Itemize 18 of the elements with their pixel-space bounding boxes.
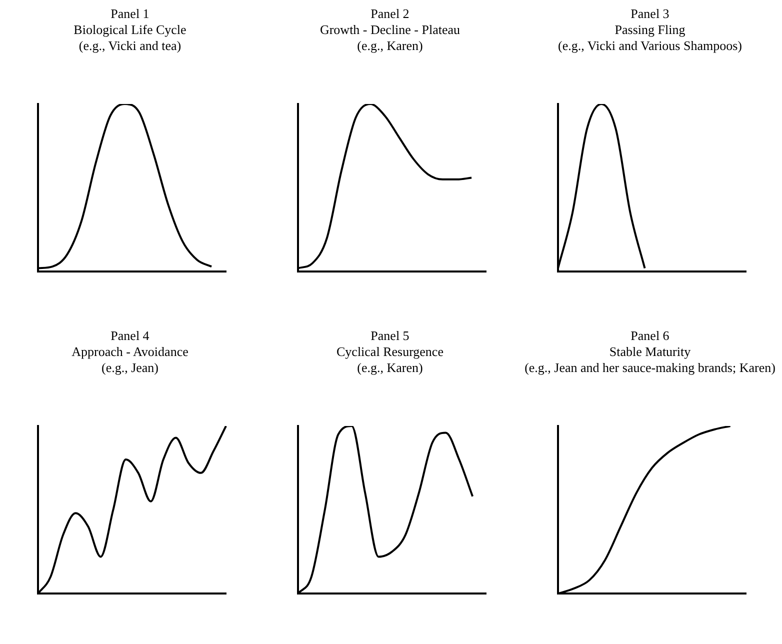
text: (e.g., Vicki and Various Shampoos) — [557, 38, 743, 54]
chart-title: Panel 6 — [630, 328, 670, 344]
text: (e.g., Karen) — [356, 38, 424, 54]
text: (e.g., Vicki and tea) — [78, 38, 182, 54]
chart-title: Panel 2 — [370, 6, 410, 22]
text: (e.g., Jean) — [100, 360, 160, 376]
chart-title: Panel 1 — [110, 6, 150, 22]
chart-subtitle: Biological Life Cycle — [72, 22, 188, 38]
chart-subtitle: Approach - Avoidance — [70, 344, 190, 360]
chart-subtitle: Cyclical Resurgence — [336, 344, 444, 360]
chart-subtitle: Growth - Decline - Plateau — [318, 22, 462, 38]
chart-subtitle: Passing Fling — [614, 22, 686, 38]
chart-subtitle: Stable Maturity — [608, 344, 692, 360]
text: (e.g., Karen) — [356, 360, 424, 376]
chart-title: Panel 4 — [110, 328, 150, 344]
chart-title: Panel 3 — [630, 6, 670, 22]
text: (e.g., Jean and her sauce-making brands; Karen) — [524, 360, 776, 376]
chart-title: Panel 5 — [370, 328, 410, 344]
